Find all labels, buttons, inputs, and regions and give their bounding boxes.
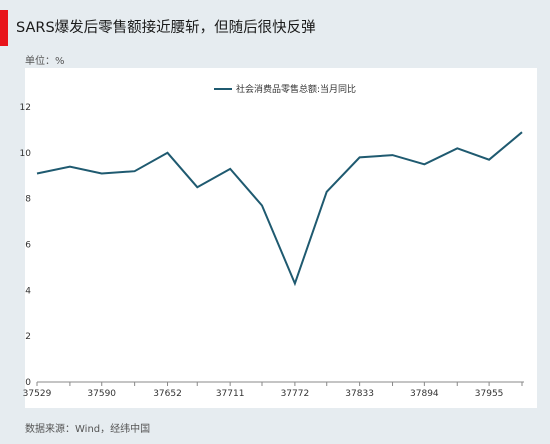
x-tick-label: 37894	[410, 389, 439, 399]
x-tick-label: 37652	[153, 389, 182, 399]
x-tick-label: 37833	[345, 389, 374, 399]
x-tick-label: 37590	[87, 389, 116, 399]
legend: 社会消费品零售总额:当月同比	[214, 83, 356, 95]
x-tick-label: 37529	[23, 389, 52, 399]
x-tick-label: 37711	[216, 389, 245, 399]
source-note: 数据来源：Wind，经纬中国	[25, 424, 151, 435]
series-line	[36, 131, 523, 287]
y-axis: 0 2 4 6 8 10 12	[20, 103, 32, 388]
y-tick-label: 0	[25, 378, 31, 388]
y-tick-label: 4	[25, 286, 31, 296]
title-accent-bar	[0, 10, 8, 46]
x-tick-label: 37955	[475, 389, 504, 399]
y-tick-label: 12	[20, 103, 31, 113]
x-tick-label: 37772	[281, 389, 310, 399]
y-tick-label: 6	[25, 241, 31, 251]
unit-label: 单位：%	[25, 56, 65, 67]
y-tick-label: 2	[25, 332, 31, 342]
y-tick-label: 8	[25, 195, 31, 205]
y-tick-label: 10	[20, 149, 32, 159]
x-axis: 37529 37590 37652 37711 37772 37833 37894 37955	[23, 382, 523, 399]
chart-title: SARS爆发后零售额接近腰斩，但随后很快反弹	[16, 20, 316, 36]
plot-area	[25, 68, 537, 408]
legend-label: 社会消费品零售总额:当月同比	[236, 83, 356, 95]
